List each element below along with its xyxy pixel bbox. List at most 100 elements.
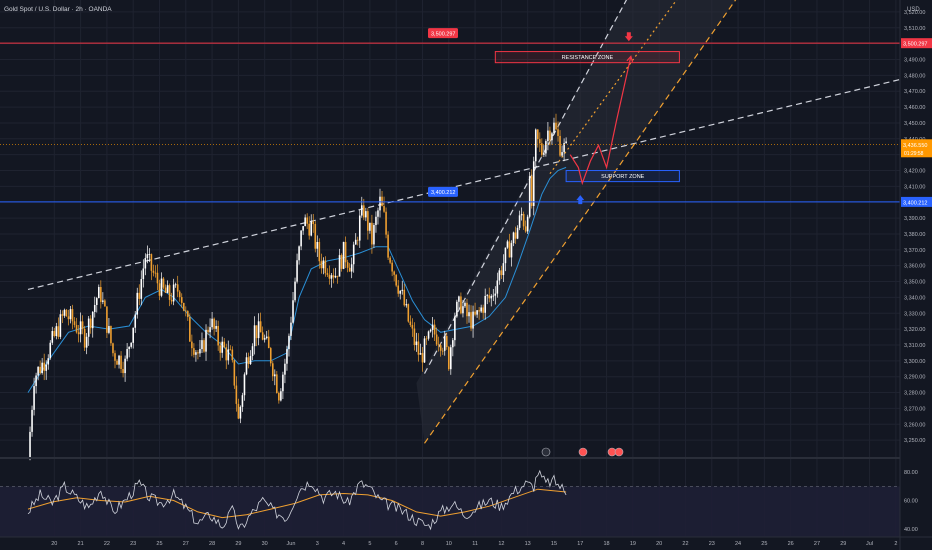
candle-body [83,328,86,348]
time-tick-label: 6 [395,541,398,547]
time-tick-label: 27 [814,541,820,547]
candle-body [565,141,567,144]
price-tick-label: 3,390.00 [904,216,925,222]
candle-body [365,211,367,218]
candle-body [280,391,282,401]
candle-body [31,409,33,432]
candle-body [114,353,116,361]
trendlines [27,0,905,444]
time-tick-label: 29 [235,541,241,547]
candle-body [102,300,104,302]
candle-body [423,338,426,363]
candle-body [526,216,529,232]
candle-body [502,263,505,276]
candle-body [482,307,484,313]
candle-body [350,264,353,272]
candle-body [484,295,486,313]
price-tick-label: 3,250.00 [904,438,925,444]
current-axis-tag [901,139,932,158]
candle-body [504,247,507,264]
candle-body [219,345,221,353]
candle-body [334,275,337,278]
candle-body [563,143,565,153]
candle-body [435,334,438,345]
candle-body [409,321,412,326]
time-tick-label: 15 [551,541,557,547]
candle-body [431,324,434,330]
candle-body [245,357,248,375]
resistance-zone-label: RESISTANCE ZONE [562,55,614,61]
candle-body [496,280,499,294]
candle-body [98,287,100,299]
event-flag-icon [541,447,551,457]
candle-body [172,284,175,302]
candle-body [316,241,319,249]
candle-body [53,331,56,337]
time-tick-label: 22 [104,541,110,547]
time-tick-label: 4 [342,541,345,547]
candle-body [460,296,462,314]
candle-body [547,130,549,142]
candle-body [403,289,406,306]
candle-body [441,350,444,352]
price-tick-label: 3,380.00 [904,232,925,238]
price-tick-label: 3,340.00 [904,295,925,301]
candle-body [494,293,497,296]
candle-body [450,347,452,370]
price-tick-label: 3,420.00 [904,169,925,175]
candle-body [49,342,52,359]
up-arrow-marker [576,195,585,205]
grid [0,0,900,536]
candle-body [405,304,408,306]
candle-body [393,271,395,275]
trendline-white-long [27,77,905,291]
channel-fill [416,0,736,444]
candle-body [300,230,302,247]
candle-body [29,431,31,460]
candle-body [128,346,130,350]
support-zone-label: SUPPORT ZONE [601,174,645,180]
price-tick-label: 3,520.00 [904,10,925,16]
resistance-axis-tag [901,38,932,49]
candle-body [330,275,333,279]
candle-body [33,386,35,410]
candle-body [443,336,446,351]
support-level-tag-text: 3,400.212 [431,190,455,196]
candle-body [91,311,94,329]
candle-body [195,352,197,355]
candle-body [118,355,120,365]
candle-body [524,226,527,232]
ema-line [27,166,567,393]
candle-body [249,356,252,365]
ema-path [27,166,567,393]
candle-body [120,355,122,369]
rsi-tick-label: 60.00 [904,499,918,505]
candle-body [110,326,112,344]
candle-body [472,311,474,329]
candle-body [170,299,173,302]
candle-body [437,344,440,346]
candle-body [207,329,209,333]
candle-body [358,215,361,241]
candle-body [197,352,199,354]
candle-body [213,318,215,329]
candle-body [539,139,541,144]
candle-body [421,353,424,363]
candle-body [203,340,205,352]
price-tick-label: 3,370.00 [904,248,925,254]
candle-body [427,331,430,339]
candle-body [447,347,450,370]
candle-body [45,364,48,371]
candle-body [312,221,315,225]
candle-body [401,289,404,291]
candle-body [221,341,224,353]
candle-body [61,314,64,316]
candle-body [235,385,238,404]
candle-body [227,349,230,361]
candle-body [79,321,82,335]
candle-body [486,295,489,297]
candle-body [545,141,547,154]
candle-body [369,222,371,231]
